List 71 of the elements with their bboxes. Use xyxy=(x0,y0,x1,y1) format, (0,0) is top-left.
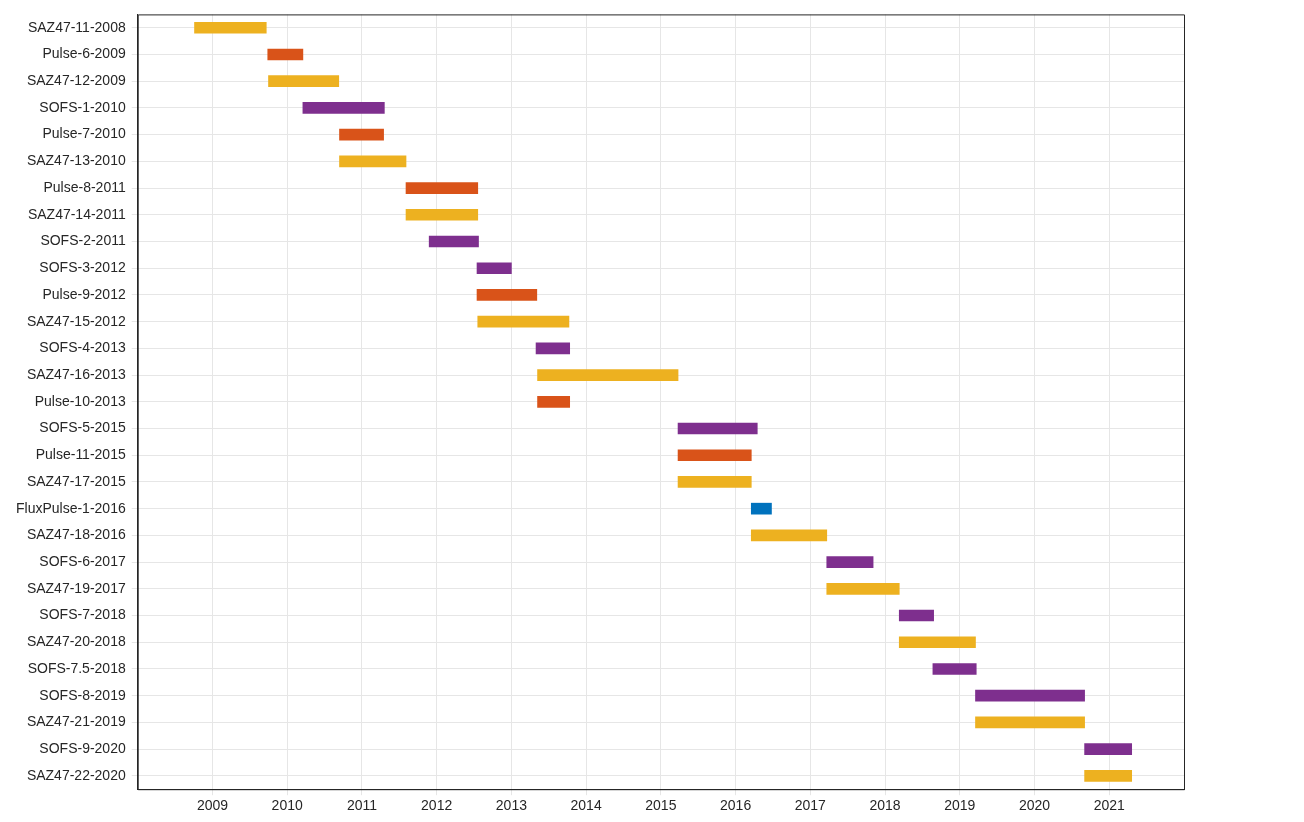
y-tick-label: Pulse-11-2015 xyxy=(35,446,126,463)
x-tick-label: 2020 xyxy=(1018,797,1051,814)
bar xyxy=(428,235,479,248)
y-tick-label: Pulse-8-2011 xyxy=(43,178,126,195)
x-tick-label: 2015 xyxy=(645,797,677,814)
y-tick-label: SAZ47-13-2010 xyxy=(26,152,126,169)
bar xyxy=(932,663,977,675)
bar xyxy=(267,48,304,61)
bar xyxy=(975,716,1085,729)
x-tick-label: 2016 xyxy=(720,797,752,814)
y-tick-label: SOFS-6-2017 xyxy=(39,552,126,569)
bar xyxy=(339,155,407,168)
x-tick-label: 2021 xyxy=(1093,797,1126,814)
y-tick-label: SAZ47-22-2020 xyxy=(26,766,126,783)
bar xyxy=(898,609,934,622)
bar xyxy=(975,689,1085,702)
y-tick-label: SOFS-2-2011 xyxy=(40,232,126,249)
x-tick-label: 2018 xyxy=(869,797,901,814)
x-tick-label: 2013 xyxy=(495,797,528,814)
bar xyxy=(1084,770,1133,782)
y-tick-label: SAZ47-16-2013 xyxy=(26,365,126,382)
bar xyxy=(405,208,479,221)
bar xyxy=(339,128,384,141)
y-tick-label: SOFS-7-2018 xyxy=(39,606,126,623)
x-tick-label: 2012 xyxy=(421,797,453,814)
y-tick-label: Pulse-10-2013 xyxy=(34,392,126,409)
y-tick-label: SAZ47-14-2011 xyxy=(27,205,126,222)
x-tick-label: 2011 xyxy=(346,797,378,814)
bar xyxy=(826,582,900,595)
y-tick-label: SAZ47-12-2009 xyxy=(26,72,126,89)
y-tick-label: SOFS-4-2013 xyxy=(39,339,126,356)
bar xyxy=(826,556,874,568)
y-tick-label: SAZ47-21-2019 xyxy=(26,713,126,730)
bar xyxy=(477,315,570,328)
bar xyxy=(194,21,267,34)
bar xyxy=(1084,743,1133,755)
x-tick-label: 2009 xyxy=(196,797,229,814)
y-tick-label: Pulse-6-2009 xyxy=(42,45,126,62)
y-tick-label: SAZ47-11-2008 xyxy=(27,18,126,35)
bar xyxy=(268,75,340,88)
y-tick-label: Pulse-9-2012 xyxy=(42,285,126,302)
bar xyxy=(677,422,758,435)
y-tick-label: SAZ47-15-2012 xyxy=(26,312,126,329)
y-tick-label: SOFS-9-2020 xyxy=(39,739,126,756)
bar xyxy=(476,262,512,275)
y-tick-label: Pulse-7-2010 xyxy=(42,125,126,142)
bar xyxy=(677,449,752,462)
bar xyxy=(537,369,679,381)
bar xyxy=(302,102,385,114)
bar xyxy=(750,529,828,542)
x-tick-label: 2019 xyxy=(944,797,976,814)
y-tick-label: SOFS-1-2010 xyxy=(39,98,126,115)
y-tick-label: SAZ47-20-2018 xyxy=(26,633,126,650)
bar xyxy=(898,636,976,649)
y-tick-label: SOFS-7.5-2018 xyxy=(27,659,126,676)
y-tick-label: SOFS-8-2019 xyxy=(39,686,126,703)
x-tick-label: 2010 xyxy=(271,797,303,814)
x-tick-label: 2014 xyxy=(570,797,602,814)
y-tick-label: SOFS-3-2012 xyxy=(39,259,126,276)
y-tick-label: SOFS-5-2015 xyxy=(39,419,126,436)
y-tick-label: SAZ47-17-2015 xyxy=(26,472,126,489)
bar xyxy=(537,395,571,408)
bar xyxy=(677,476,752,488)
y-tick-label: SAZ47-18-2016 xyxy=(26,526,126,543)
bar xyxy=(535,342,571,355)
bar xyxy=(750,502,772,515)
bar xyxy=(476,289,538,301)
x-tick-label: 2017 xyxy=(794,797,827,814)
y-tick-label: FluxPulse-1-2016 xyxy=(15,499,126,516)
y-tick-label: SAZ47-19-2017 xyxy=(26,579,126,596)
bar xyxy=(405,182,479,194)
